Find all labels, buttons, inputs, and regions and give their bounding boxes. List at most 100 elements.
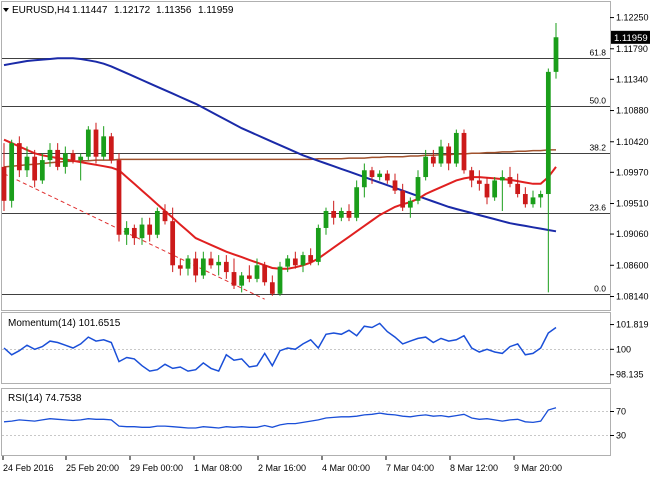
time-label-1: 25 Feb 20:00 <box>66 463 119 473</box>
time-label-0: 24 Feb 2016 <box>3 463 54 473</box>
momentum-label: Momentum(14) 101.6515 <box>8 318 121 329</box>
candle <box>70 149 76 164</box>
candle <box>369 166 375 184</box>
ohlc-high: 1.12172 <box>114 5 151 16</box>
candle <box>354 180 360 222</box>
time-label-4: 2 Mar 16:00 <box>258 463 306 473</box>
current-price-box <box>611 30 650 44</box>
candle <box>538 190 544 208</box>
fib-label-2: 38.2 <box>589 143 606 153</box>
candle <box>453 129 459 167</box>
candle <box>231 258 237 290</box>
candle <box>177 258 183 276</box>
candle <box>55 143 61 171</box>
candle <box>200 251 206 279</box>
candle <box>384 170 390 184</box>
price-tick-label-2: 1.11340 <box>616 74 648 84</box>
dropdown-triangle-icon[interactable] <box>3 8 9 12</box>
chart-title: EURUSD,H4 <box>12 5 70 16</box>
price-tick-label-6: 1.09510 <box>616 199 649 209</box>
price-tick-label-1: 1.11790 <box>616 44 648 54</box>
candle <box>430 149 436 167</box>
candle <box>239 272 245 293</box>
fib-label-3: 23.6 <box>589 203 606 213</box>
ohlc-close: 1.11959 <box>198 5 234 16</box>
candle <box>300 251 306 273</box>
fib-label-4: 0.0 <box>594 284 606 294</box>
candle <box>223 255 229 279</box>
fib-label-1: 50.0 <box>589 96 606 106</box>
price-tick-label-4: 1.10420 <box>616 137 649 147</box>
candle <box>446 143 452 171</box>
candle <box>93 122 99 164</box>
candle <box>147 217 153 242</box>
candle <box>254 258 260 283</box>
rsi-line <box>3 407 557 429</box>
ohlc-low: 1.11356 <box>156 5 192 16</box>
candle <box>193 251 199 283</box>
candle <box>492 177 498 201</box>
candle <box>361 163 367 198</box>
candle <box>101 126 107 161</box>
rsi-panel <box>1 388 611 456</box>
candle <box>285 255 291 273</box>
candle <box>208 251 214 269</box>
candle <box>116 153 122 242</box>
candle <box>415 170 421 205</box>
candle <box>407 197 413 218</box>
momentum-tick-label-2: 98.135 <box>616 370 644 380</box>
candle <box>469 166 475 188</box>
time-label-3: 1 Mar 08:00 <box>194 463 242 473</box>
candle <box>1 143 7 211</box>
candle <box>346 204 352 222</box>
candle <box>484 177 490 205</box>
ma-blue-line <box>3 57 557 233</box>
time-label-8: 9 Mar 20:00 <box>514 463 562 473</box>
candle <box>438 139 444 167</box>
candle <box>315 224 321 266</box>
rsi-tick-label-0: 70 <box>616 407 626 417</box>
price-tick-label-0: 1.12250 <box>616 13 649 23</box>
current-price-label: 1.11959 <box>614 33 648 44</box>
price-tick-label-9: 1.08140 <box>616 291 649 301</box>
candle <box>162 204 168 225</box>
candle <box>545 68 551 293</box>
time-label-6: 7 Mar 04:00 <box>386 463 434 473</box>
candle <box>108 132 114 164</box>
candle <box>292 251 298 269</box>
candle <box>515 173 521 198</box>
fib-label-0: 61.8 <box>589 48 606 58</box>
ohlc-open: 1.11447 <box>72 5 108 16</box>
candle <box>78 153 84 181</box>
price-tick-label-8: 1.08600 <box>616 260 649 270</box>
candle <box>216 255 222 276</box>
candle <box>499 170 505 211</box>
candle <box>377 170 383 181</box>
candle <box>392 173 398 195</box>
candle <box>400 183 406 211</box>
candle <box>185 255 191 276</box>
candle <box>9 139 15 208</box>
candle <box>461 129 467 174</box>
candle <box>154 207 160 239</box>
momentum-line <box>3 322 557 373</box>
momentum-tick-label-1: 100 <box>616 344 631 354</box>
candle <box>269 275 275 296</box>
time-label-5: 4 Mar 00:00 <box>322 463 370 473</box>
candle <box>32 149 38 188</box>
candle <box>139 217 145 245</box>
momentum-panel <box>1 312 611 384</box>
candle <box>24 146 30 178</box>
candle <box>553 23 559 79</box>
candle <box>47 143 53 167</box>
price-tick-label-7: 1.09060 <box>616 229 649 239</box>
time-label-7: 8 Mar 12:00 <box>450 463 498 473</box>
candle <box>476 170 482 191</box>
candle <box>331 200 337 225</box>
candle <box>507 166 513 188</box>
time-label-2: 29 Feb 00:00 <box>130 463 183 473</box>
candle <box>131 224 137 245</box>
candle <box>423 149 429 181</box>
candle <box>39 153 45 184</box>
